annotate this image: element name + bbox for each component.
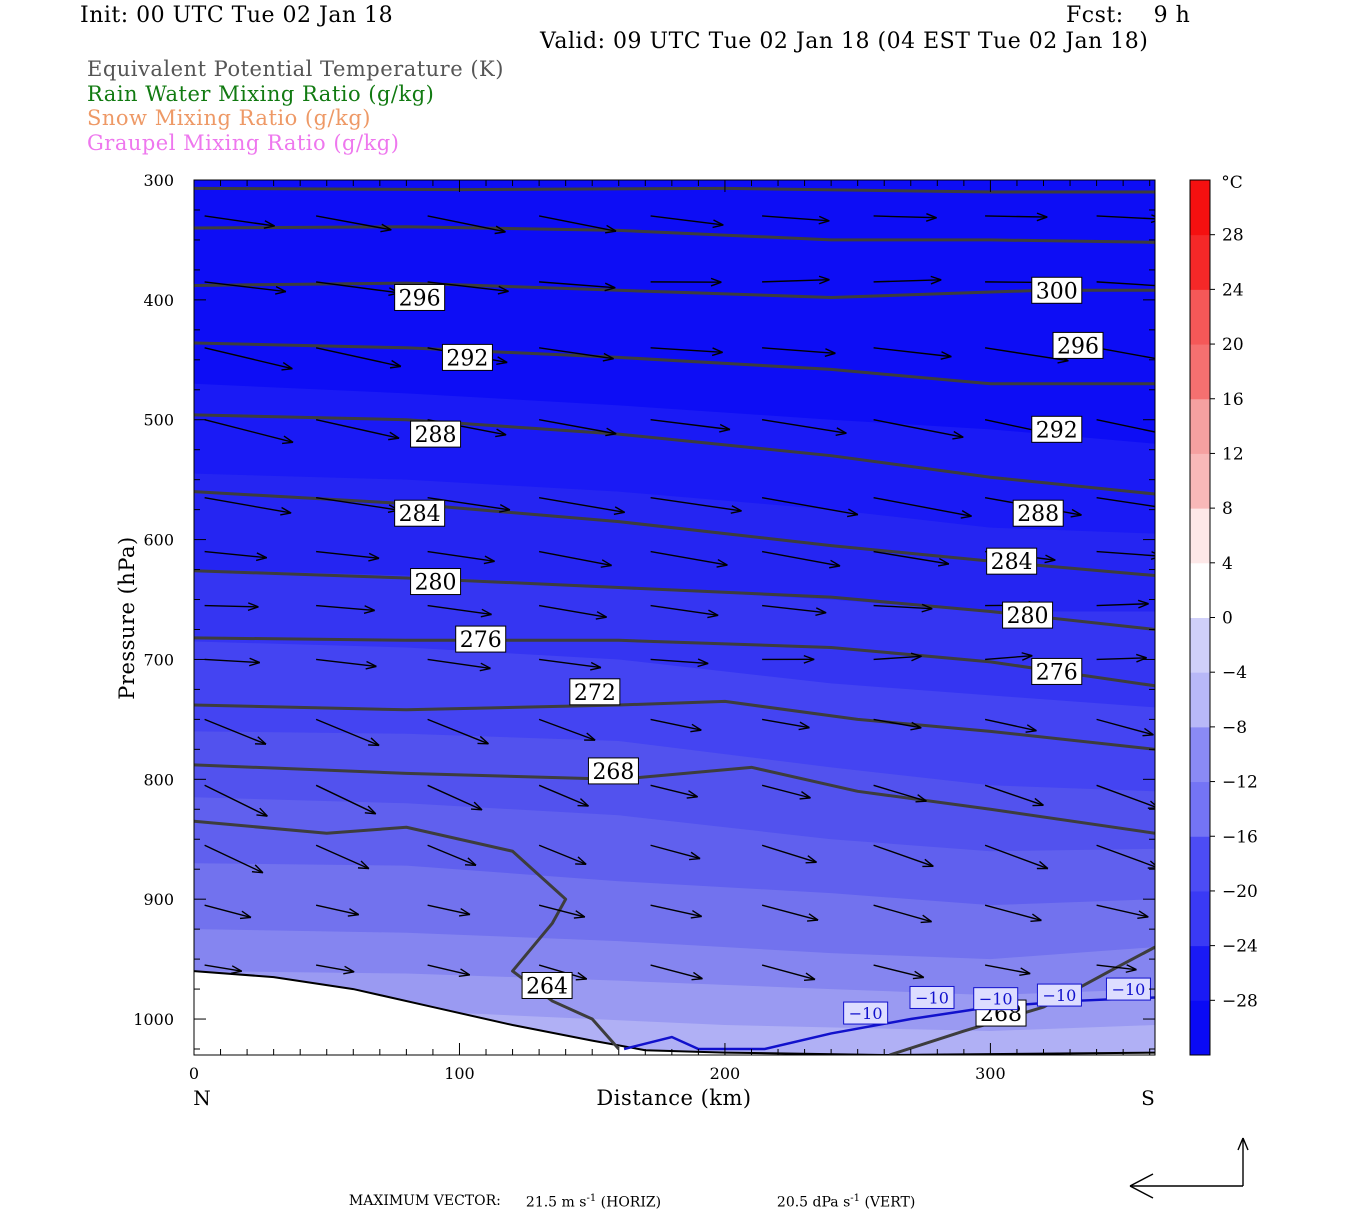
colorbar-tick-label: 28 [1222, 226, 1244, 246]
colorbar-tick-label: 4 [1222, 554, 1233, 574]
theta-e-label: 264 [522, 972, 572, 999]
theta-e-label: 280 [1003, 602, 1053, 629]
y-tick-label: 600 [143, 531, 174, 550]
theta-e-label: 284 [987, 548, 1037, 575]
theta-e-value: 268 [592, 760, 634, 785]
colorbar-tick-label: −24 [1222, 937, 1258, 957]
colorbar-segment [1190, 235, 1210, 290]
colorbar-segment [1190, 289, 1210, 344]
theta-e-value: 276 [1036, 660, 1078, 685]
isotherm-value: −10 [849, 1004, 883, 1023]
y-tick-label: 400 [143, 291, 174, 310]
theta-e-label: 296 [395, 284, 445, 311]
colorbar-tick-label: 8 [1222, 499, 1233, 519]
colorbar-segment [1190, 946, 1210, 1001]
colorbar-segment [1190, 508, 1210, 563]
y-tick-label: 900 [143, 890, 174, 909]
colorbar-segment [1190, 727, 1210, 782]
isotherm-value: −10 [1112, 980, 1146, 999]
isotherm-value: −10 [979, 990, 1013, 1009]
y-tick-label: 800 [143, 770, 174, 789]
colorbar-segment [1190, 180, 1210, 235]
colorbar-tick-label: −28 [1222, 991, 1258, 1011]
colorbar-segment [1190, 563, 1210, 618]
theta-e-value: 280 [1007, 604, 1049, 629]
theta-e-value: 264 [526, 974, 568, 999]
colorbar-tick-label: −8 [1222, 718, 1247, 738]
y-tick-label: 700 [143, 650, 174, 669]
x-tick-label: 100 [444, 1064, 475, 1083]
x-axis-label: Distance (km) [596, 1086, 751, 1110]
colorbar-segment [1190, 1000, 1210, 1055]
colorbar-segment [1190, 618, 1210, 673]
max-vector-horiz: 21.5 m s-1 (HORIZ) [517, 1177, 661, 1211]
theta-e-label: 292 [442, 344, 492, 371]
x-tick-label: 0 [189, 1064, 199, 1083]
theta-e-label: 268 [588, 758, 638, 785]
theta-e-label: 288 [411, 421, 461, 448]
isotherm-label: −10 [910, 986, 954, 1008]
theta-e-label: 300 [1032, 277, 1082, 304]
theta-e-value: 284 [399, 502, 441, 527]
colorbar-tick-label: 0 [1222, 609, 1233, 629]
theta-e-value: 292 [1036, 418, 1078, 443]
colorbar-segment [1190, 672, 1210, 727]
theta-e-value: 296 [399, 286, 441, 311]
theta-e-label: 280 [411, 569, 461, 596]
colorbar-segment [1190, 344, 1210, 399]
colorbar-tick-label: 16 [1222, 390, 1244, 410]
colorbar-tick-label: −20 [1222, 882, 1258, 902]
colorbar-segment [1190, 782, 1210, 837]
theta-e-value: 288 [1017, 502, 1059, 527]
colorbar-tick-label: −12 [1222, 773, 1258, 793]
north-label: N [193, 1086, 211, 1110]
colorbar-segment [1190, 836, 1210, 891]
colorbar-tick-label: −16 [1222, 827, 1258, 847]
south-label: S [1141, 1086, 1155, 1110]
y-tick-label: 1000 [133, 1010, 174, 1029]
colorbar-unit: °C [1221, 173, 1243, 193]
theta-e-value: 296 [1057, 334, 1099, 359]
reference-vector [1130, 1138, 1248, 1198]
y-tick-label: 300 [143, 171, 174, 190]
theta-e-label: 288 [1013, 500, 1063, 527]
theta-e-label: 292 [1032, 416, 1082, 443]
colorbar-segment [1190, 399, 1210, 454]
isotherm-label: −10 [974, 988, 1018, 1010]
x-tick-label: 200 [710, 1064, 741, 1083]
colorbar-segment [1190, 453, 1210, 508]
max-vector-label: MAXIMUM VECTOR: [340, 1177, 501, 1209]
x-tick-label: 300 [975, 1064, 1006, 1083]
max-vector-vert: 20.5 dPa s-1 (VERT) [768, 1177, 915, 1211]
theta-e-value: 272 [574, 681, 616, 706]
colorbar: °C 28 24 20 16 12 8 4 0 −4 −8 −12 −16 −20 −24 −28 [1190, 173, 1258, 1056]
isotherm-label: −10 [1106, 978, 1150, 1000]
theta-e-value: 284 [991, 550, 1033, 575]
theta-e-label: 276 [1032, 658, 1082, 685]
theta-e-value: 280 [415, 571, 457, 596]
colorbar-tick-label: −4 [1222, 663, 1247, 683]
theta-e-value: 276 [460, 628, 502, 653]
isotherm-value: −10 [1043, 986, 1077, 1005]
theta-e-label: 284 [395, 500, 445, 527]
colorbar-tick-label: 12 [1222, 444, 1244, 464]
y-tick-label: 500 [143, 411, 174, 430]
theta-e-value: 288 [415, 423, 457, 448]
theta-e-label: 296 [1053, 332, 1103, 359]
theta-e-value: 292 [446, 346, 488, 371]
colorbar-tick-label: 20 [1222, 335, 1244, 355]
theta-e-label: 276 [456, 626, 506, 653]
y-axis-label: Pressure (hPa) [115, 536, 139, 699]
isotherm-label: −10 [844, 1002, 888, 1024]
isotherm-label: −10 [1037, 984, 1081, 1006]
isotherm-value: −10 [915, 988, 949, 1007]
theta-e-label: 272 [570, 679, 620, 706]
colorbar-tick-label: 24 [1222, 280, 1244, 300]
theta-e-value: 300 [1036, 279, 1078, 304]
colorbar-segment [1190, 891, 1210, 946]
